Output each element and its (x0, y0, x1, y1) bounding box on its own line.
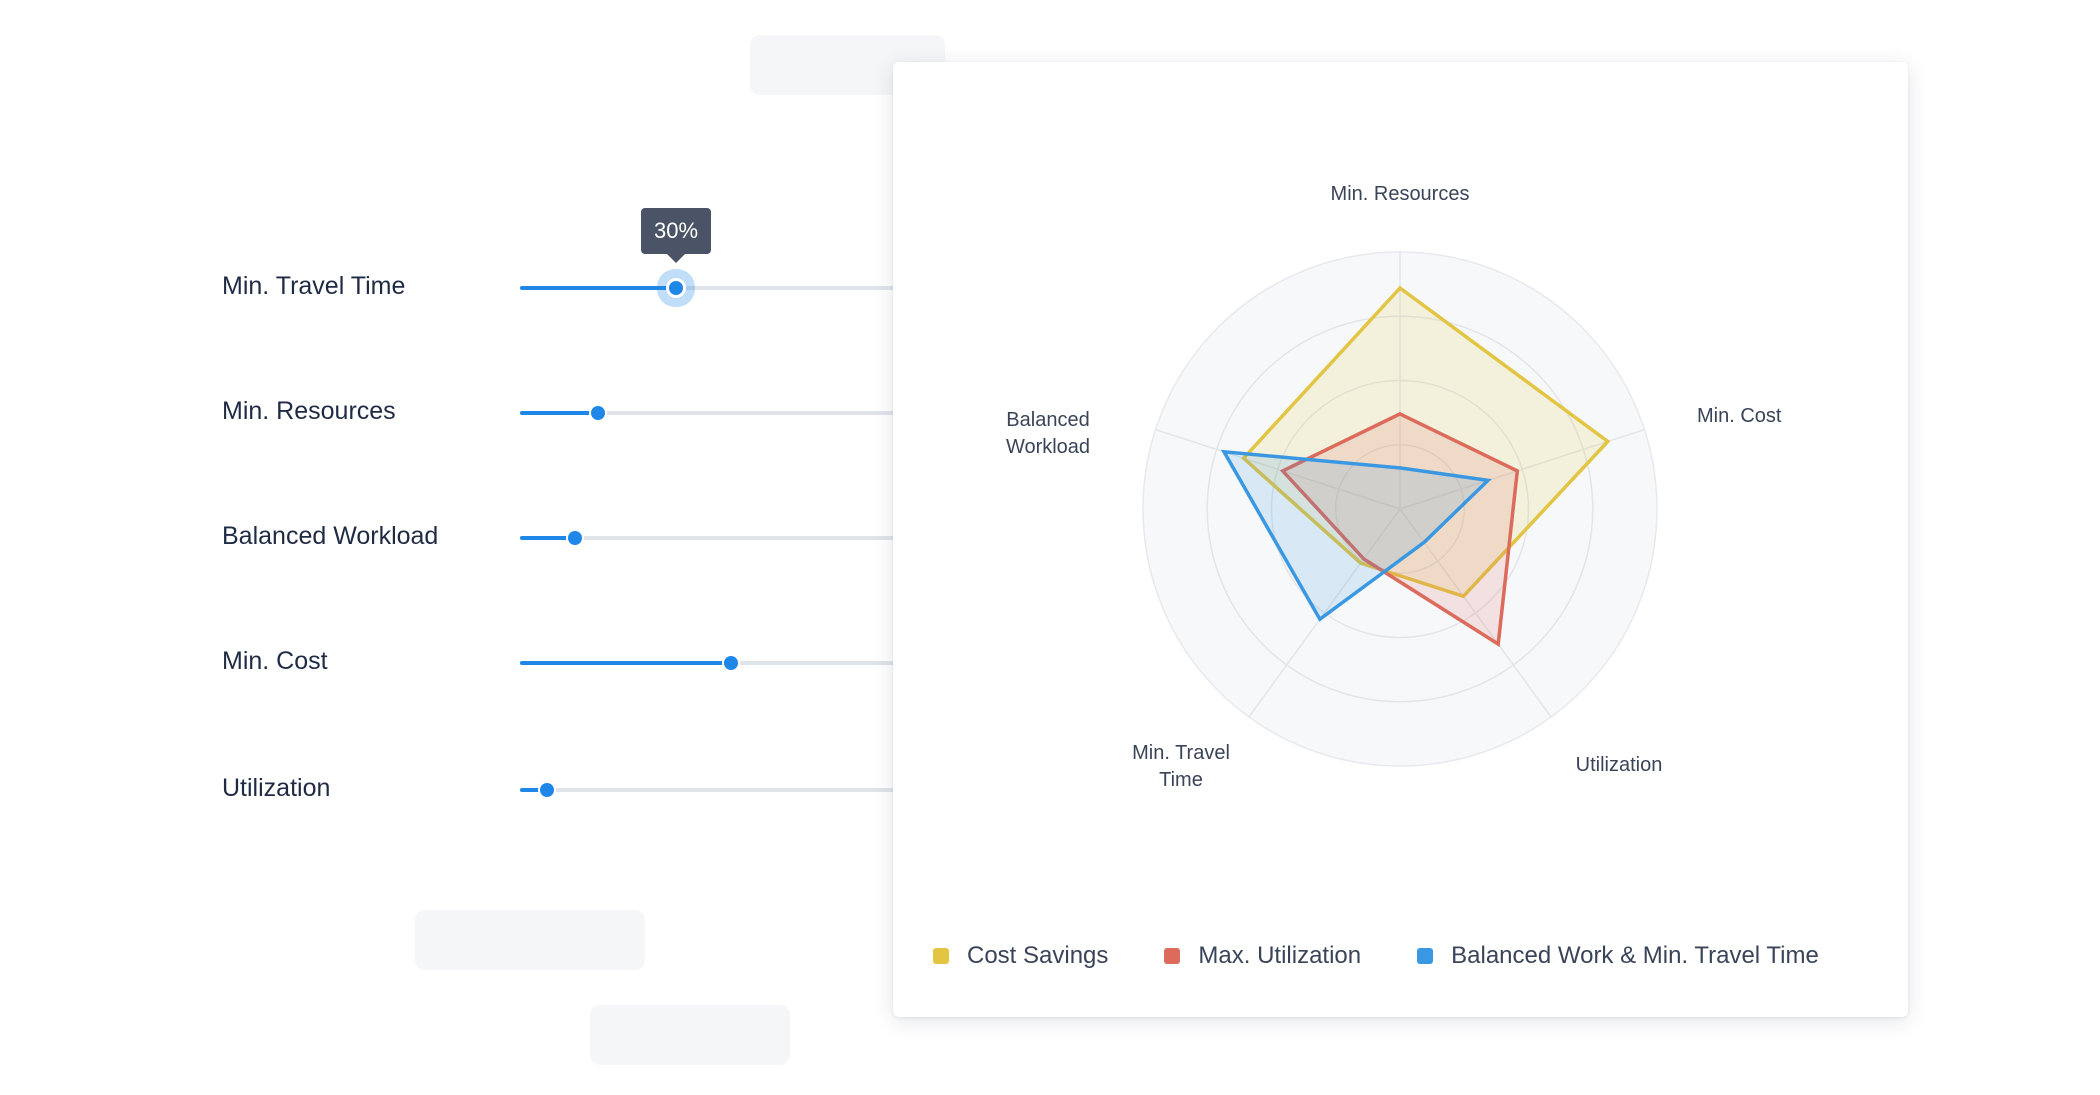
slider-knob[interactable] (568, 531, 582, 545)
radar-axis-label-line: Balanced (1006, 409, 1089, 431)
legend-item-balanced-work[interactable]: Balanced Work & Min. Travel Time (1417, 942, 1819, 970)
radar-axis-label: Min. Resources (1331, 183, 1470, 205)
radar-axis-label: Min. Cost (1697, 405, 1782, 427)
radar-chart: Min. Resources Min. Cost Utilization Min. T… (1006, 183, 1782, 791)
slider-track[interactable]: 30% (520, 208, 910, 295)
radar-series-balanced-work-min-travel-time (1220, 449, 1492, 622)
slider-min-cost: Min. Cost (0, 633, 910, 693)
radar-axis-spoke (1248, 508, 1401, 718)
radar-axis-label-line: Utilization (1576, 754, 1663, 776)
radar-axis-spoke (1399, 428, 1645, 510)
slider-label: Min. Travel Time (222, 272, 406, 300)
slider-knob[interactable] (540, 783, 554, 797)
radar-axis-label-line: Workload (1006, 436, 1090, 458)
slider-label: Min. Cost (222, 647, 328, 675)
slider-track[interactable] (520, 656, 910, 670)
slider-track[interactable] (520, 406, 910, 420)
legend-swatch (1417, 948, 1434, 964)
slider-track[interactable] (520, 531, 910, 545)
slider-knob[interactable] (591, 406, 605, 420)
legend-swatch (933, 948, 949, 964)
placeholder-bar-bottom-left (415, 910, 645, 970)
radar-series-max-utilization (1279, 411, 1520, 648)
radar-series-cost-savings (1241, 285, 1611, 599)
slider-fill (520, 286, 676, 290)
slider-label: Balanced Workload (222, 522, 439, 550)
radar-axis-label-line: Min. Cost (1697, 405, 1782, 427)
slider-min-resources: Min. Resources (0, 383, 910, 443)
legend-label: Max. Utilization (1198, 942, 1362, 969)
radar-axis-label: Utilization (1576, 754, 1663, 776)
placeholder-bar-bottom-right (590, 1005, 790, 1065)
slider-knob[interactable] (724, 656, 738, 670)
legend-label: Balanced Work & Min. Travel Time (1451, 942, 1819, 969)
slider-fill (520, 536, 575, 540)
radar-axis-label: Min. Travel Time (1132, 742, 1230, 791)
radar-axis-label-line: Min. Travel (1132, 742, 1230, 764)
legend-item-max-utilization[interactable]: Max. Utilization (1164, 942, 1361, 970)
slider-min-travel-time: Min. Travel Time 30% (0, 208, 910, 318)
slider-label: Utilization (222, 774, 331, 802)
slider-balanced-workload: Balanced Workload (0, 508, 910, 568)
radar-axis-label-line: Min. Resources (1331, 183, 1470, 205)
slider-track[interactable] (520, 783, 910, 797)
radar-axis-spoke (1155, 428, 1401, 510)
legend-item-cost-savings[interactable]: Cost Savings (933, 942, 1108, 970)
slider-knob[interactable] (669, 281, 683, 295)
slider-fill (520, 411, 598, 415)
legend-swatch (1164, 948, 1181, 964)
slider-value-tooltip: 30% (641, 208, 711, 263)
slider-utilization: Utilization (0, 760, 910, 820)
radar-axis-label: Balanced Workload (1006, 409, 1090, 458)
legend-label: Cost Savings (967, 942, 1109, 969)
chart-legend: Cost Savings Max. Utilization Balanced W… (933, 942, 1819, 970)
slider-fill (520, 788, 547, 792)
slider-fill (520, 661, 731, 665)
slider-label: Min. Resources (222, 397, 396, 425)
radar-chart-card: Min. Resources Min. Cost Utilization Min. T… (893, 62, 1908, 1017)
radar-axis-label-line: Time (1159, 769, 1203, 791)
